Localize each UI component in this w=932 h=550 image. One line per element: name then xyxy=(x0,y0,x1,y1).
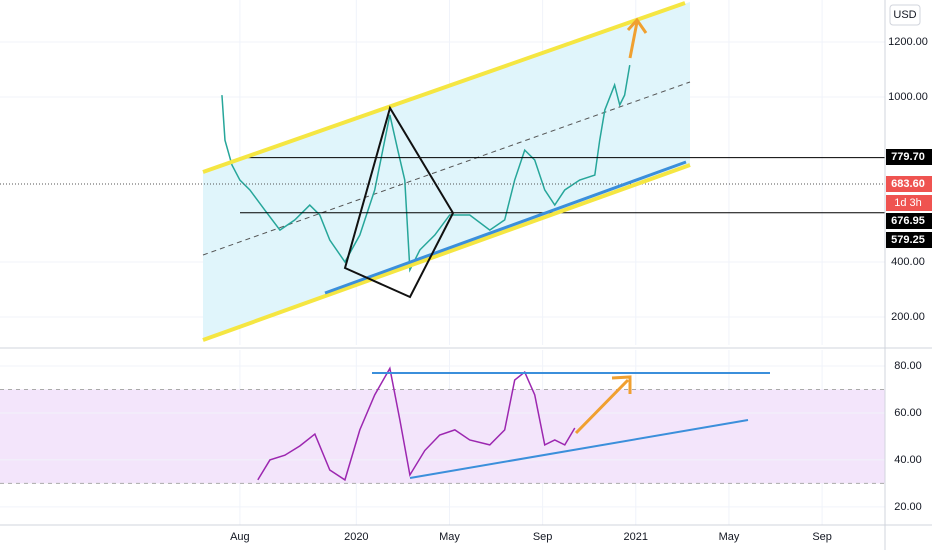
countdown: 1d 3h xyxy=(894,197,922,209)
currency-box[interactable] xyxy=(889,4,921,26)
channel-bottom xyxy=(202,163,691,342)
x-tick-label: Sep xyxy=(812,531,832,543)
y-tick-label: 400.00 xyxy=(891,256,925,268)
countdown-box xyxy=(886,195,932,211)
drawings xyxy=(202,1,770,479)
channel-top xyxy=(202,1,686,174)
price-label-box xyxy=(886,149,932,165)
x-tick-label: 2021 xyxy=(624,531,648,543)
y-tick-label: 40.00 xyxy=(894,454,922,466)
background xyxy=(0,0,885,525)
price-label-box xyxy=(886,232,932,248)
x-tick-label: Sep xyxy=(533,531,553,543)
price-label-box xyxy=(886,176,932,192)
price-label-box xyxy=(886,213,932,229)
series-line xyxy=(257,366,576,482)
x-tick-label: 2020 xyxy=(344,531,368,543)
x-tick-label: May xyxy=(439,531,460,543)
x-tick-label: Aug xyxy=(230,531,250,543)
series-line xyxy=(221,65,631,273)
price-label: 779.70 xyxy=(891,151,925,163)
y-tick-label: 1000.00 xyxy=(888,91,928,103)
y-tick-label: 20.00 xyxy=(894,501,922,513)
arrow xyxy=(626,17,648,59)
channel-fill xyxy=(203,2,690,340)
y-tick-label: 80.00 xyxy=(894,360,922,372)
x-tick-label: May xyxy=(719,531,740,543)
currency: USD xyxy=(893,9,916,21)
y-tick-label: 200.00 xyxy=(891,311,925,323)
y-tick-label: 60.00 xyxy=(894,407,922,419)
price-label: 579.25 xyxy=(891,234,925,246)
rsi-support xyxy=(409,419,749,479)
y-tick-label: 1200.00 xyxy=(888,36,928,48)
price-label: 683.60 xyxy=(891,178,925,190)
price-label: 676.95 xyxy=(891,215,925,227)
support-line xyxy=(324,160,687,295)
arrow xyxy=(574,375,632,435)
diamond xyxy=(343,105,455,299)
rsi-band xyxy=(0,389,885,484)
